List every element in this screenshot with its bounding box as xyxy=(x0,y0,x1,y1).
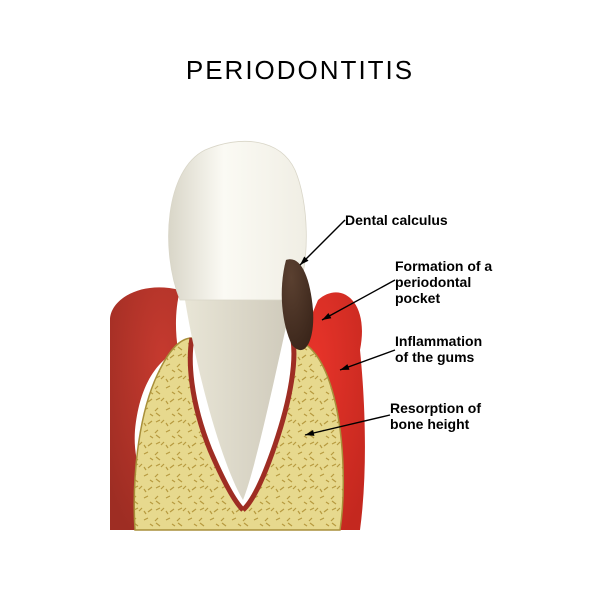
label-dental-calculus: Dental calculus xyxy=(345,212,448,228)
periodontitis-diagram xyxy=(0,0,600,600)
label-gum-inflammation: Inflammationof the gums xyxy=(395,333,482,365)
label-bone-resorption: Resorption ofbone height xyxy=(390,400,481,432)
dental-calculus xyxy=(282,259,314,350)
label-periodontal-pocket: Formation of aperiodontalpocket xyxy=(395,258,492,306)
